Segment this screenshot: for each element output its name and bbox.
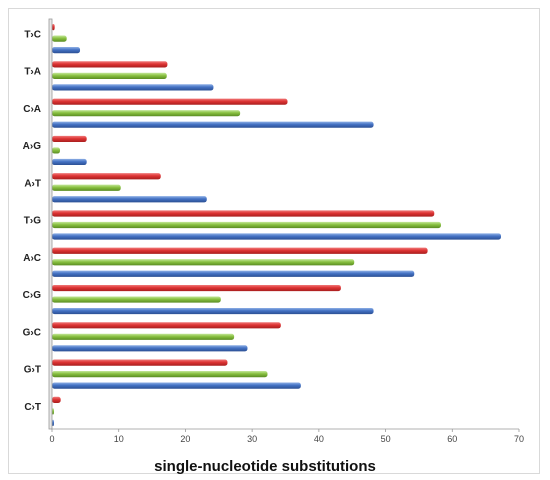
bar [52, 233, 501, 240]
category-labels: T›C T›A C›A A›G A›T T›G A›C C›G G›C G›T C›T [23, 29, 42, 413]
x-tick-label: 30 [247, 434, 257, 444]
bar [52, 210, 435, 217]
bar [52, 35, 67, 42]
category-label: A›T [24, 178, 41, 189]
bar [52, 345, 248, 352]
bar [52, 333, 235, 340]
bar [52, 382, 301, 389]
bar [52, 259, 355, 266]
bar [52, 396, 61, 403]
bar [52, 121, 374, 128]
bar [52, 247, 428, 254]
bar [52, 196, 207, 203]
x-axis-title: single-nucleotide substitutions [154, 458, 376, 475]
bar [52, 47, 81, 54]
category-label: T›C [24, 29, 41, 40]
bar [52, 98, 288, 105]
category-label: A›C [23, 253, 41, 264]
bar [52, 296, 221, 303]
bar [52, 84, 214, 91]
bar [52, 135, 87, 143]
category-label: C›A [23, 104, 41, 115]
bar [52, 270, 415, 277]
bar [52, 72, 167, 80]
category-label: G›T [24, 365, 41, 376]
category-label: C›G [23, 290, 42, 301]
bar [52, 110, 241, 117]
bar [52, 158, 87, 166]
bar [52, 322, 281, 329]
bar [52, 221, 441, 229]
bars-layer [52, 24, 501, 426]
x-tick-label: 10 [114, 434, 124, 444]
bar [52, 24, 55, 31]
chart-frame: T›C T›A C›A A›G A›T T›G A›C C›G G›C G›T C›T 0 10 20 3… [8, 8, 540, 475]
x-tick-label: 20 [180, 434, 190, 444]
category-label: G›C [23, 327, 41, 338]
y-axis-wall [48, 18, 53, 430]
bar [52, 307, 374, 315]
x-tick-labels: 0 10 20 30 40 50 60 70 [49, 429, 524, 444]
bar [52, 408, 55, 415]
x-tick-label: 60 [447, 434, 457, 444]
category-label: A›G [23, 141, 42, 152]
x-tick-label: 0 [49, 434, 54, 444]
category-label: C›T [24, 402, 41, 413]
bar [52, 184, 121, 191]
category-label: T›G [24, 216, 41, 227]
bar [52, 370, 268, 378]
bar [52, 61, 168, 68]
bar [52, 359, 228, 366]
bar [52, 147, 61, 154]
bar [52, 419, 55, 426]
bar [52, 173, 161, 180]
x-tick-label: 50 [381, 434, 391, 444]
x-tick-label: 40 [314, 434, 324, 444]
category-label: T›A [24, 67, 41, 78]
x-tick-label: 70 [514, 434, 524, 444]
bar-chart: T›C T›A C›A A›G A›T T›G A›C C›G G›C G›T C›T 0 10 20 3… [23, 18, 524, 475]
bar [52, 284, 341, 292]
